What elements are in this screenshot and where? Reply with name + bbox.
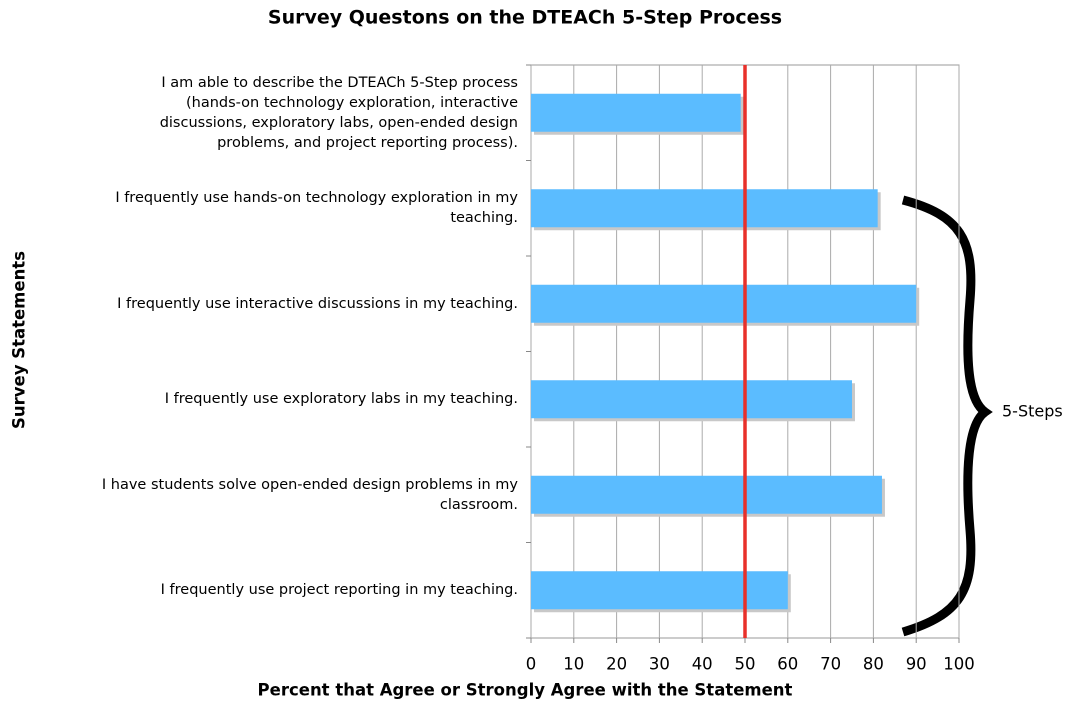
- brace: [901, 195, 993, 637]
- y-tick-label: I have students solve open-ended design …: [101, 476, 518, 513]
- bar: [531, 571, 788, 610]
- x-tick-label: 70: [820, 655, 841, 674]
- x-tick-label: 40: [692, 655, 713, 674]
- y-tick-label: I am able to describe the DTEACh 5-Step …: [159, 74, 518, 151]
- bar: [531, 93, 741, 132]
- bar: [531, 284, 917, 323]
- x-tick-label: 50: [735, 655, 756, 674]
- y-tick-label: I frequently use hands-on technology exp…: [115, 190, 518, 227]
- x-tick-label: 80: [863, 655, 884, 674]
- chart-title: Survey Questons on the DTEACh 5-Step Pro…: [268, 7, 782, 29]
- bar: [531, 380, 852, 419]
- y-tick-label: I frequently use interactive discussions…: [117, 295, 518, 312]
- x-tick-label: 30: [649, 655, 670, 674]
- x-tick-label: 20: [606, 655, 627, 674]
- x-axis-label: Percent that Agree or Strongly Agree wit…: [258, 681, 793, 700]
- x-tick-label: 10: [563, 655, 584, 674]
- bar: [531, 189, 878, 228]
- y-tick-label: I frequently use exploratory labs in my …: [164, 391, 518, 408]
- x-tick-label: 100: [943, 655, 975, 674]
- x-tick-label: 90: [906, 655, 927, 674]
- x-tick-label: 60: [777, 655, 798, 674]
- y-axis-label: Survey Statements: [10, 251, 29, 429]
- annotation: 5-Steps: [1002, 402, 1063, 421]
- x-tick-label: 0: [526, 655, 537, 674]
- y-tick-label: I frequently use project reporting in my…: [160, 582, 518, 599]
- bar: [531, 475, 882, 514]
